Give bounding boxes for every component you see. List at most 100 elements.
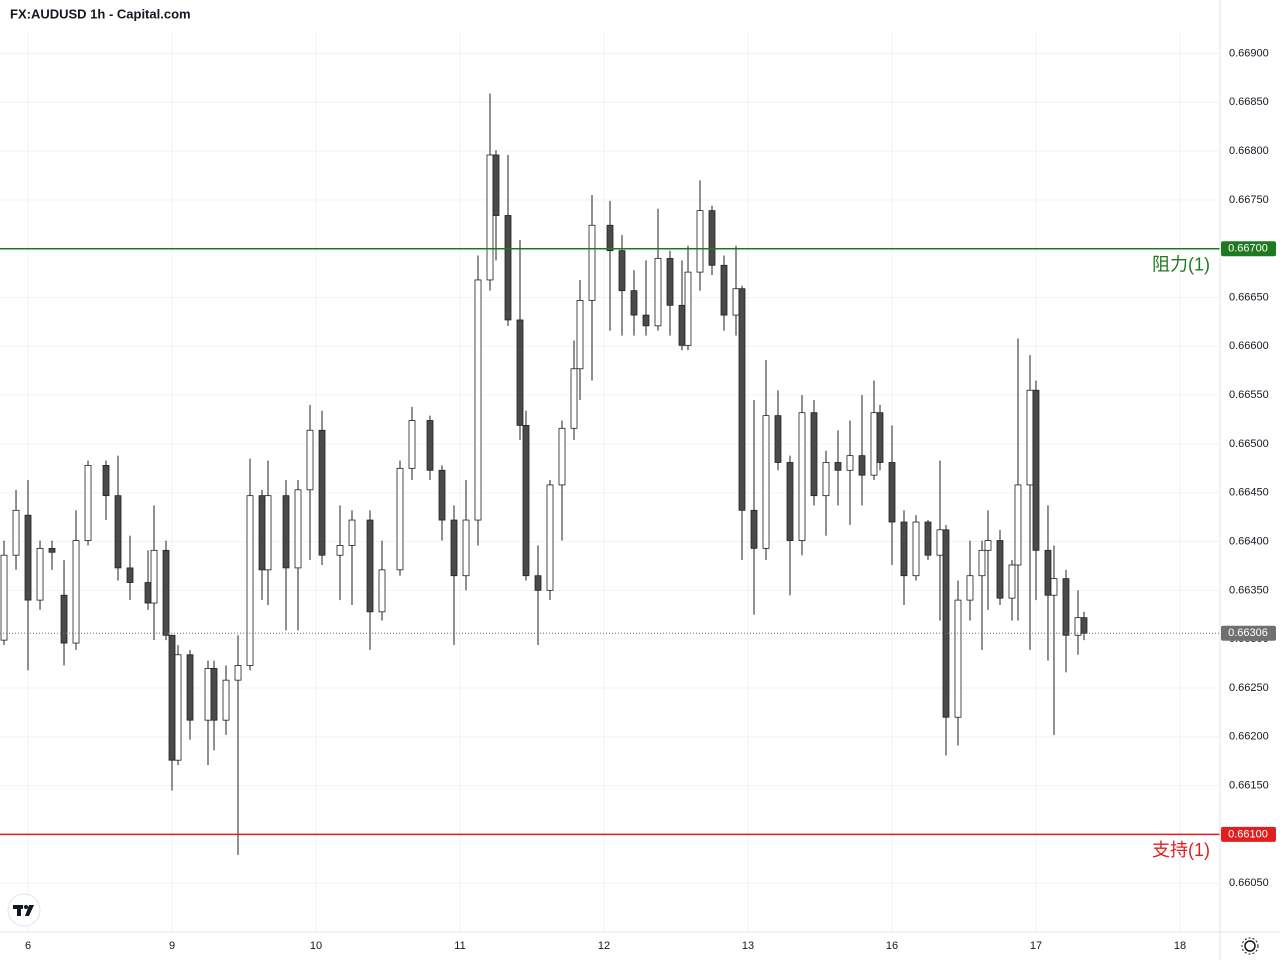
candle-body bbox=[774, 415, 782, 463]
candle-body bbox=[876, 412, 884, 463]
candle-body bbox=[258, 495, 266, 571]
candle bbox=[504, 154, 512, 326]
candle-body bbox=[102, 465, 110, 497]
candle bbox=[36, 540, 44, 610]
y-tick-label: 0.66750 bbox=[1229, 194, 1269, 206]
candle bbox=[438, 465, 446, 541]
candle-body bbox=[1026, 389, 1034, 486]
candle-body bbox=[516, 319, 524, 426]
candle-body bbox=[12, 509, 20, 556]
candle-body bbox=[144, 582, 152, 604]
candle bbox=[588, 195, 596, 381]
candle bbox=[462, 480, 470, 591]
candle bbox=[858, 395, 866, 506]
candle bbox=[150, 505, 158, 641]
candle-body bbox=[504, 215, 512, 321]
candle bbox=[798, 395, 806, 556]
candle-body bbox=[1032, 389, 1040, 551]
candle-body bbox=[762, 415, 770, 549]
candle-body bbox=[810, 412, 818, 497]
plot: 阻力(1) 支持(1) bbox=[0, 93, 1220, 860]
candle bbox=[888, 425, 896, 565]
candle bbox=[978, 540, 986, 650]
price-label-box bbox=[1221, 826, 1276, 842]
candle bbox=[708, 205, 716, 276]
candle-body bbox=[654, 258, 662, 327]
candle-body bbox=[426, 420, 434, 471]
candle bbox=[912, 515, 920, 581]
candle-body bbox=[486, 154, 494, 281]
candle bbox=[684, 245, 692, 351]
candle bbox=[210, 660, 218, 751]
candle bbox=[294, 480, 302, 631]
candle bbox=[12, 489, 20, 570]
candle-body bbox=[708, 210, 716, 266]
candle-body bbox=[450, 519, 458, 577]
candle-body bbox=[522, 424, 530, 577]
candle bbox=[306, 404, 314, 561]
candle bbox=[786, 455, 794, 596]
candle-body bbox=[900, 521, 908, 577]
candle bbox=[666, 250, 674, 336]
price-label: 0.66306 bbox=[1228, 627, 1268, 639]
settings-icon[interactable] bbox=[1241, 937, 1259, 955]
candle bbox=[762, 359, 770, 561]
y-tick-label: 0.66900 bbox=[1229, 47, 1269, 59]
candle bbox=[318, 410, 326, 565]
candle-body bbox=[60, 594, 68, 644]
candle bbox=[1008, 560, 1016, 621]
candle-body bbox=[162, 549, 170, 636]
candle bbox=[1062, 569, 1070, 673]
candle bbox=[1032, 380, 1040, 601]
level-name: 阻力(1) bbox=[1152, 254, 1210, 274]
candle bbox=[474, 255, 482, 546]
candle bbox=[654, 208, 662, 331]
candle-body bbox=[954, 599, 962, 718]
candle bbox=[378, 540, 386, 621]
candle bbox=[0, 540, 8, 646]
candle-body bbox=[234, 665, 242, 681]
candle-body bbox=[186, 654, 194, 721]
x-tick-label: 17 bbox=[1030, 940, 1042, 952]
y-tick-label: 0.66500 bbox=[1229, 438, 1269, 450]
candle-body bbox=[786, 462, 794, 541]
price-label-box bbox=[1221, 241, 1276, 257]
candle-body bbox=[492, 154, 500, 216]
candle bbox=[162, 540, 170, 641]
candle-body bbox=[72, 540, 80, 644]
x-tick-label: 12 bbox=[598, 940, 610, 952]
candle bbox=[534, 545, 542, 646]
candle bbox=[696, 180, 704, 291]
y-tick-label: 0.66550 bbox=[1229, 389, 1269, 401]
y-tick-label: 0.66250 bbox=[1229, 682, 1269, 694]
candle bbox=[630, 270, 638, 336]
x-tick-label: 13 bbox=[742, 940, 754, 952]
candle-body bbox=[1050, 578, 1058, 596]
y-tick-label: 0.66850 bbox=[1229, 96, 1269, 108]
candle bbox=[336, 505, 344, 601]
y-tick-label: 0.66650 bbox=[1229, 291, 1269, 303]
price-label: 0.66700 bbox=[1228, 243, 1268, 255]
candle-body bbox=[732, 288, 740, 316]
candle-body bbox=[246, 495, 254, 666]
candle-body bbox=[978, 549, 986, 577]
candle-body bbox=[924, 521, 932, 556]
chart-title: FX:AUDUSD 1h - Capital.com bbox=[10, 6, 191, 21]
candle-body bbox=[294, 489, 302, 569]
candle bbox=[1050, 545, 1058, 735]
candle-body bbox=[174, 654, 182, 761]
candle-body bbox=[720, 264, 728, 316]
candle-body bbox=[870, 412, 878, 476]
candle-body bbox=[474, 279, 482, 521]
candle-body bbox=[282, 495, 290, 569]
candle-body bbox=[642, 314, 650, 327]
candle-body bbox=[942, 529, 950, 718]
candle-body bbox=[438, 469, 446, 521]
candle bbox=[126, 535, 134, 601]
candle-body bbox=[546, 484, 554, 591]
candle bbox=[516, 239, 524, 441]
candle-body bbox=[1008, 564, 1016, 599]
candle-body bbox=[408, 420, 416, 469]
candle bbox=[24, 480, 32, 671]
